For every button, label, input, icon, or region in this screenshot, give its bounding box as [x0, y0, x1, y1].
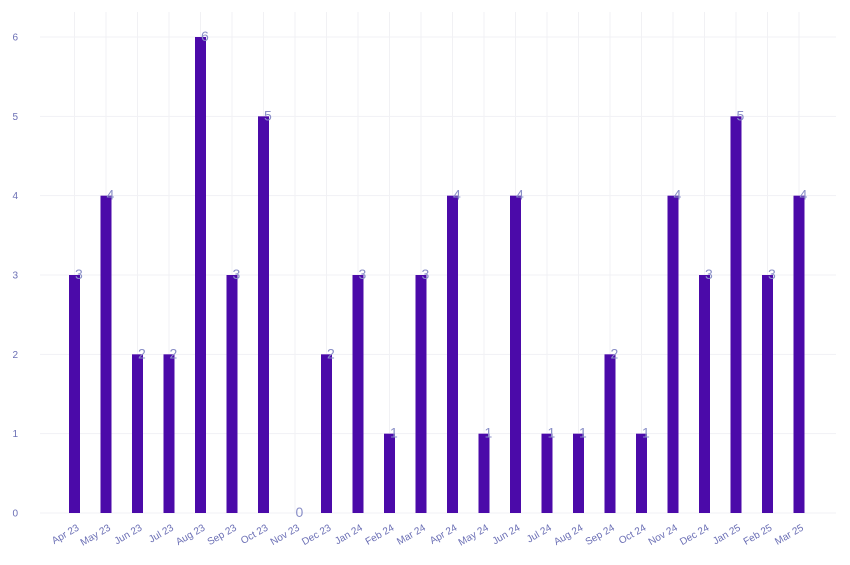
- bar: [384, 433, 395, 513]
- bar-value-label: 2: [327, 345, 335, 361]
- bar-value-label: 3: [422, 266, 430, 282]
- x-tick-label: Jul 23: [147, 522, 176, 545]
- x-tick-label: May 23: [79, 522, 113, 548]
- y-tick-label: 6: [12, 33, 18, 44]
- bar: [447, 195, 458, 513]
- x-tick-label: Dec 24: [678, 522, 711, 548]
- bar-value-label: 0: [296, 504, 304, 520]
- y-tick-label: 5: [12, 112, 18, 123]
- bar: [730, 116, 742, 513]
- bar-value-label: 3: [233, 266, 241, 282]
- bar: [100, 195, 112, 513]
- bar-value-label: 3: [75, 266, 83, 282]
- bar: [636, 433, 647, 513]
- x-tick-label: Jan 25: [711, 522, 743, 547]
- y-tick-label: 4: [12, 191, 18, 202]
- x-tick-label: Mar 25: [773, 522, 806, 547]
- x-tick-label: Jul 24: [525, 522, 554, 545]
- bar-value-label: 4: [107, 187, 115, 203]
- x-tick-label: Dec 23: [300, 522, 333, 548]
- bar: [132, 354, 143, 513]
- bar: [510, 195, 521, 513]
- y-tick-label: 0: [12, 509, 18, 520]
- bar: [762, 275, 773, 513]
- bar: [541, 433, 553, 513]
- x-tick-label: Mar 24: [395, 522, 428, 547]
- bar-value-label: 4: [674, 187, 682, 203]
- bar: [69, 275, 80, 513]
- x-tick-label: Feb 25: [742, 522, 775, 547]
- y-tick-label: 1: [12, 429, 18, 440]
- bar: [604, 354, 616, 513]
- x-tick-label: May 24: [457, 522, 491, 548]
- bar-value-label: 4: [453, 187, 461, 203]
- bar: [195, 37, 206, 513]
- bar-value-label: 2: [170, 345, 178, 361]
- bar-value-label: 1: [579, 425, 587, 441]
- bar: [478, 433, 490, 513]
- x-tick-label: Apr 23: [50, 522, 81, 546]
- bar-value-label: 6: [201, 28, 209, 44]
- bar: [415, 275, 427, 513]
- bar: [573, 433, 584, 513]
- x-tick-label: Feb 24: [364, 522, 397, 547]
- x-tick-label: Sep 24: [584, 522, 617, 548]
- bar-value-label: 3: [768, 266, 776, 282]
- x-tick-label: Oct 23: [239, 522, 270, 546]
- bar-value-label: 3: [705, 266, 713, 282]
- bar: [226, 275, 238, 513]
- bar-value-label: 2: [138, 345, 146, 361]
- bar-value-label: 1: [642, 425, 650, 441]
- bar: [321, 354, 332, 513]
- bar-value-label: 3: [359, 266, 367, 282]
- bar: [667, 195, 679, 513]
- x-tick-label: Oct 24: [617, 522, 648, 546]
- bar-value-label: 5: [737, 107, 745, 123]
- bar-value-label: 2: [611, 345, 619, 361]
- bar: [793, 195, 805, 513]
- x-tick-label: Nov 23: [269, 522, 302, 548]
- bar-value-label: 1: [390, 425, 398, 441]
- x-tick-label: Jun 24: [491, 522, 523, 547]
- bar: [163, 354, 175, 513]
- bar-value-label: 1: [548, 425, 556, 441]
- y-tick-label: 3: [12, 271, 18, 282]
- bars: [69, 37, 805, 513]
- x-tick-label: Aug 24: [552, 522, 585, 548]
- x-tick-label: Nov 24: [647, 522, 680, 548]
- bar-value-label: 4: [516, 187, 524, 203]
- bar: [352, 275, 364, 513]
- bar-value-label: 1: [485, 425, 493, 441]
- x-tick-label: Apr 24: [428, 522, 459, 546]
- data-labels: 3 4 2 2 6 3 5 0 2 3 1 3 4 1 4 1 1 2 1 4 3 5 3 4: [75, 28, 808, 520]
- x-tick-label: Jun 23: [113, 522, 145, 547]
- x-tick-label: Sep 23: [206, 522, 239, 548]
- y-tick-label: 2: [12, 350, 18, 361]
- x-tick-label: Jan 24: [333, 522, 365, 547]
- y-axis: 0 1 2 3 4 5 6: [12, 33, 18, 520]
- bar: [258, 116, 269, 513]
- bar: [699, 275, 710, 513]
- x-tick-label: Aug 23: [174, 522, 207, 548]
- bar-value-label: 4: [800, 187, 808, 203]
- gridlines: [40, 12, 836, 514]
- bar-value-label: 5: [264, 107, 272, 123]
